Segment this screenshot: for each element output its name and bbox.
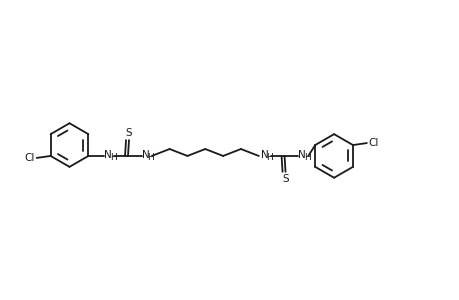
Text: Cl: Cl <box>368 138 378 148</box>
Text: N: N <box>298 150 306 160</box>
Text: S: S <box>125 128 132 138</box>
Text: Cl: Cl <box>24 153 35 163</box>
Text: N: N <box>260 150 268 160</box>
Text: H: H <box>109 153 116 162</box>
Text: H: H <box>266 153 272 162</box>
Text: H: H <box>303 153 310 162</box>
Text: S: S <box>282 174 288 184</box>
Text: N: N <box>104 150 112 160</box>
Text: H: H <box>147 153 154 162</box>
Text: N: N <box>141 150 149 160</box>
